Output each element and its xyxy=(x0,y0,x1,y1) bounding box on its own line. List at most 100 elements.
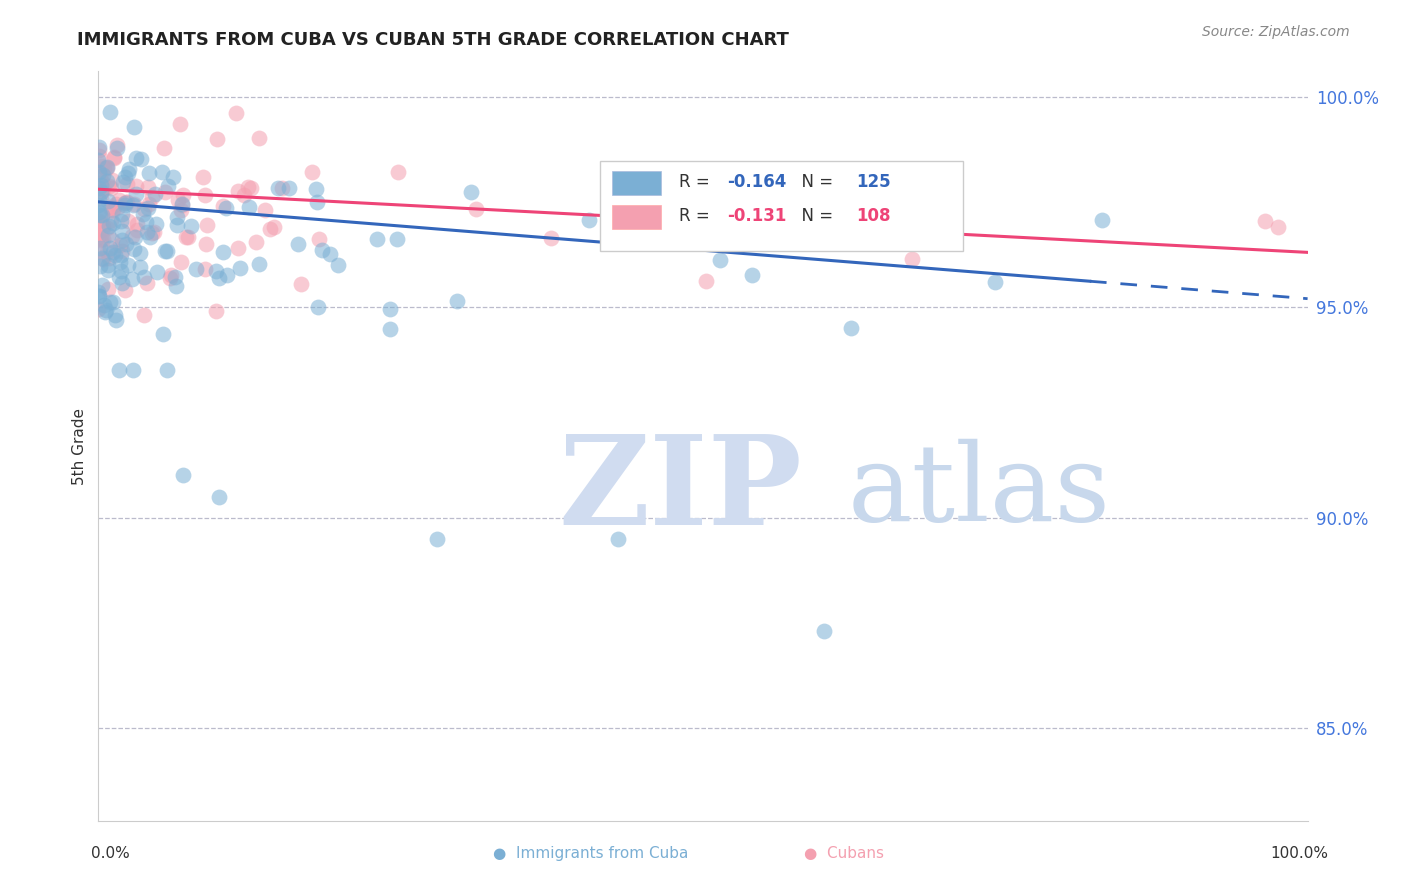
Point xyxy=(90,192,112,206)
Point xyxy=(225,106,247,120)
Point xyxy=(97,263,120,277)
Text: 125: 125 xyxy=(856,173,891,191)
Point xyxy=(180,219,202,233)
Point xyxy=(212,199,235,213)
Text: -0.164: -0.164 xyxy=(727,173,786,191)
Point xyxy=(165,269,187,284)
Point xyxy=(259,221,281,235)
Point xyxy=(89,241,111,255)
Text: atlas: atlas xyxy=(848,438,1111,543)
Point xyxy=(366,232,388,246)
Point xyxy=(91,252,114,266)
Point xyxy=(87,229,110,244)
Text: R =: R = xyxy=(679,173,714,191)
Point xyxy=(122,363,145,377)
Point xyxy=(607,532,630,546)
Point xyxy=(741,268,763,282)
Point xyxy=(167,194,190,208)
Point xyxy=(97,194,120,209)
Point xyxy=(122,120,145,135)
Point xyxy=(307,195,329,210)
Point xyxy=(780,219,803,233)
Point xyxy=(177,230,200,244)
Point xyxy=(152,326,174,341)
Point xyxy=(114,198,136,212)
Point xyxy=(170,255,193,269)
Point xyxy=(378,321,401,335)
Point xyxy=(145,217,167,231)
Text: R =: R = xyxy=(679,207,714,225)
Point xyxy=(170,202,193,217)
Point xyxy=(110,214,132,228)
Point xyxy=(89,181,111,195)
Point xyxy=(121,229,143,244)
Point xyxy=(172,188,194,202)
Point xyxy=(96,220,118,235)
Point xyxy=(87,198,110,212)
Text: 0.0%: 0.0% xyxy=(91,847,131,861)
Point xyxy=(136,201,159,215)
Point xyxy=(174,230,197,244)
Point xyxy=(105,141,128,155)
Point xyxy=(89,176,111,190)
Point xyxy=(98,201,121,215)
Point xyxy=(97,282,120,296)
Point xyxy=(308,232,330,246)
Point xyxy=(114,283,136,297)
Point xyxy=(91,278,114,293)
Point xyxy=(105,313,128,327)
Point xyxy=(110,237,132,252)
Text: IMMIGRANTS FROM CUBA VS CUBAN 5TH GRADE CORRELATION CHART: IMMIGRANTS FROM CUBA VS CUBAN 5TH GRADE … xyxy=(77,31,789,49)
Point xyxy=(233,188,256,202)
Point xyxy=(101,216,124,230)
Point xyxy=(125,223,148,237)
Point xyxy=(87,205,110,219)
Point xyxy=(104,248,127,262)
Point xyxy=(194,261,217,276)
Point xyxy=(238,200,260,214)
Point xyxy=(387,164,409,178)
Point xyxy=(166,218,188,232)
Point xyxy=(125,178,148,193)
Point xyxy=(226,184,249,198)
Point xyxy=(318,247,340,261)
Text: ZIP: ZIP xyxy=(558,431,801,551)
Point xyxy=(205,131,228,145)
Point xyxy=(110,264,132,278)
Point xyxy=(166,210,188,224)
Point xyxy=(103,150,125,164)
Point xyxy=(121,272,143,286)
Point xyxy=(129,153,152,167)
Point xyxy=(205,263,228,277)
Point xyxy=(983,275,1005,289)
Point xyxy=(97,219,120,233)
Point xyxy=(87,289,110,303)
Point xyxy=(172,468,194,483)
Point xyxy=(229,260,252,275)
Point xyxy=(132,207,155,221)
Point xyxy=(460,185,482,199)
Point xyxy=(141,226,163,240)
Point xyxy=(89,165,111,179)
Bar xyxy=(613,205,661,228)
Point xyxy=(169,117,191,131)
Point xyxy=(146,264,169,278)
Point xyxy=(111,276,134,290)
Point xyxy=(87,193,110,207)
Point xyxy=(138,197,160,211)
Point xyxy=(90,178,112,192)
Point xyxy=(101,244,124,259)
Point xyxy=(271,181,294,195)
Point xyxy=(96,245,118,260)
Point xyxy=(89,171,111,186)
Y-axis label: 5th Grade: 5th Grade xyxy=(72,408,87,484)
Point xyxy=(91,175,114,189)
Point xyxy=(111,207,134,221)
Point xyxy=(194,188,217,202)
Point xyxy=(184,261,207,276)
Point xyxy=(87,285,110,300)
Point xyxy=(245,235,267,250)
Point xyxy=(90,184,112,198)
Point xyxy=(105,137,128,152)
Point xyxy=(91,252,114,266)
